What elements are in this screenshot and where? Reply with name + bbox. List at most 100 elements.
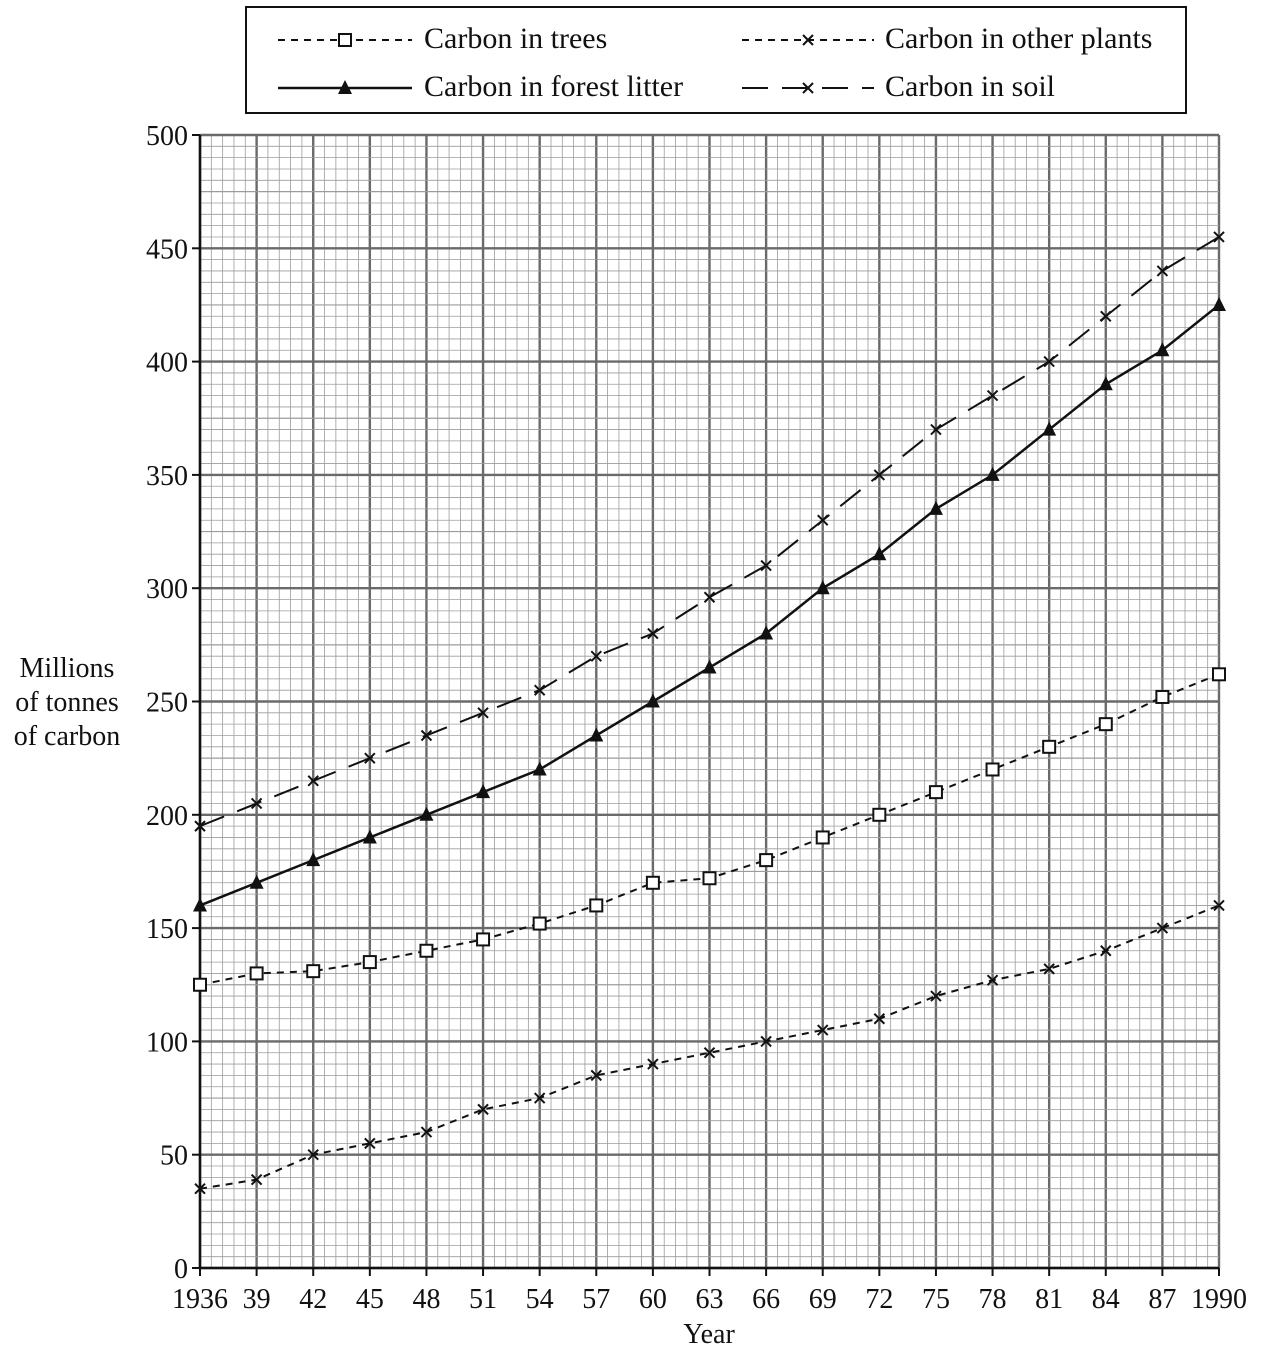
data-point-triangle (1212, 296, 1226, 311)
data-point-cross (307, 1148, 319, 1161)
data-point-triangle (306, 852, 321, 867)
data-point-cross (647, 627, 659, 640)
x-tick-label: 39 (243, 1284, 271, 1315)
data-point-square (249, 966, 264, 981)
data-point-cross (760, 1035, 772, 1048)
data-point-square (589, 898, 604, 913)
data-point-triangle (362, 829, 377, 844)
legend-marker-cross (802, 82, 814, 94)
data-point-triangle (985, 466, 1000, 481)
y-tick-label: 350 (146, 461, 188, 492)
data-point-square (1098, 717, 1113, 732)
data-point-cross (194, 1182, 206, 1195)
x-tick-label: 54 (526, 1284, 554, 1315)
y-tick-label: 100 (146, 1027, 188, 1058)
y-axis-title-line-3: of carbon (14, 721, 121, 752)
x-tick-label: 1936 (172, 1284, 228, 1315)
series-0 (193, 667, 1226, 992)
x-tick-label: 60 (639, 1284, 667, 1315)
data-point-cross (802, 82, 814, 94)
data-point-square (419, 943, 434, 958)
data-point-square (928, 785, 943, 800)
x-tick-label: 78 (979, 1284, 1007, 1315)
data-point-square (815, 830, 830, 845)
data-point-square (702, 871, 717, 886)
y-tick-label: 250 (146, 688, 188, 719)
data-point-square (1155, 689, 1170, 704)
data-point-cross (533, 1092, 546, 1104)
x-tick-label: 45 (356, 1284, 384, 1315)
data-point-triangle (532, 761, 547, 776)
x-tick-label: 48 (412, 1284, 440, 1315)
data-point-cross (590, 650, 602, 662)
data-point-cross (760, 559, 772, 572)
data-point-square (1042, 739, 1057, 754)
data-point-cross (364, 1137, 376, 1150)
y-tick-label: 400 (146, 348, 188, 379)
data-point-cross (590, 1069, 602, 1082)
data-point-cross (307, 775, 319, 787)
data-point-triangle (928, 500, 943, 515)
y-axis-title-line-2: of tonnes (15, 687, 118, 718)
legend-label-forest-litter: Carbon in forest litter (424, 70, 683, 103)
legend-marker-cross (802, 34, 814, 46)
series-2 (193, 296, 1226, 912)
data-point-cross (420, 729, 433, 742)
data-point-square (362, 955, 377, 970)
x-tick-label: 42 (299, 1284, 327, 1315)
data-point-cross (986, 974, 999, 986)
x-tick-label: 69 (809, 1284, 837, 1315)
data-point-cross (1100, 945, 1112, 957)
data-point-triangle (1098, 376, 1113, 391)
y-tick-label: 300 (146, 574, 188, 605)
data-point-cross (1100, 310, 1112, 322)
data-point-cross (420, 1126, 433, 1138)
data-point-cross (986, 389, 999, 402)
y-axis-title-line-1: Millions (20, 653, 115, 684)
data-point-cross (817, 514, 829, 526)
data-point-cross (477, 707, 489, 719)
legend-label-other-plants: Carbon in other plants (885, 22, 1152, 55)
x-tick-label: 84 (1092, 1284, 1120, 1315)
x-tick-label: 75 (922, 1284, 950, 1315)
x-tick-label: 63 (696, 1284, 724, 1315)
legend-marker-square (338, 33, 352, 47)
y-tick-label: 500 (146, 121, 188, 152)
data-point-cross (802, 34, 814, 46)
x-tick-label: 1990 (1191, 1284, 1247, 1315)
data-point-square (1212, 667, 1226, 682)
data-point-triangle (702, 659, 717, 674)
y-axis-title: Millions of tonnes of carbon (14, 653, 121, 752)
data-point-cross (194, 820, 206, 832)
data-point-cross (1213, 231, 1225, 243)
data-point-square (985, 762, 1000, 777)
y-tick-label: 200 (146, 801, 188, 832)
data-point-square (306, 964, 321, 979)
data-point-cross (873, 1013, 886, 1025)
legend-marker-triangle (338, 80, 352, 94)
data-point-cross (817, 1024, 829, 1036)
data-point-triangle (872, 546, 887, 561)
data-point-triangle (193, 897, 207, 912)
data-point-cross (1156, 922, 1169, 934)
legend: Carbon in trees Carbon in other plants C… (245, 6, 1187, 114)
data-point-triangle (1042, 421, 1057, 436)
x-axis-title: Year (683, 1319, 735, 1349)
data-point-triangle (1155, 342, 1170, 357)
data-point-cross (703, 591, 716, 603)
series-3 (194, 231, 1225, 832)
data-point-cross (647, 1058, 659, 1070)
data-point-cross (930, 423, 942, 436)
data-point-square (338, 33, 352, 47)
data-point-cross (250, 1173, 263, 1186)
data-point-cross (477, 1103, 489, 1116)
x-tick-label: 51 (469, 1284, 497, 1315)
legend-label-trees: Carbon in trees (424, 22, 607, 55)
x-tick-label: 87 (1148, 1284, 1176, 1315)
x-tick-label: 66 (752, 1284, 780, 1315)
y-tick-label: 0 (174, 1254, 188, 1285)
data-point-cross (1156, 265, 1169, 277)
x-tick-label: 81 (1035, 1284, 1063, 1315)
data-point-triangle (249, 874, 264, 889)
